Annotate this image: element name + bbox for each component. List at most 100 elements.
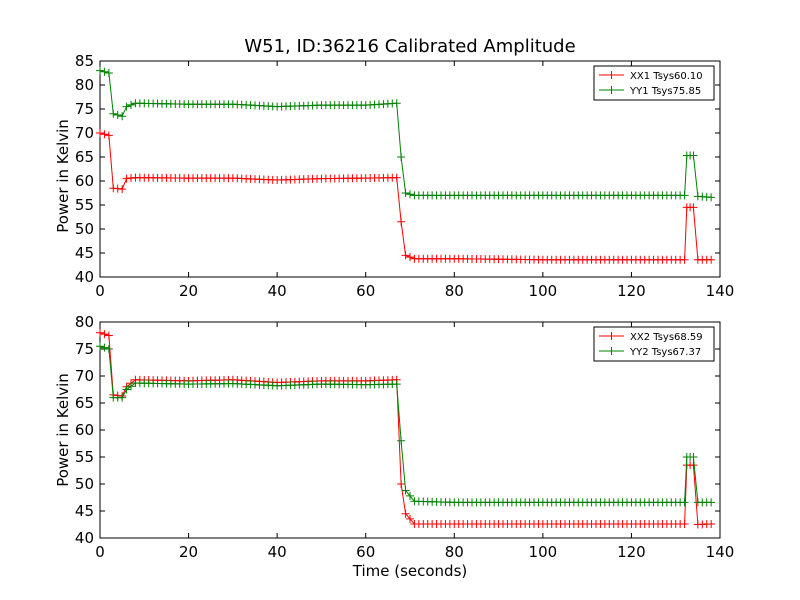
- y-tick-label: 40: [75, 529, 94, 547]
- data-point: [406, 491, 414, 500]
- data-point: [96, 342, 104, 351]
- chart-title: W51, ID:36216 Calibrated Amplitude: [244, 36, 575, 57]
- x-tick-label: 40: [268, 282, 287, 300]
- data-point: [689, 453, 698, 461]
- x-tick-label: 80: [445, 282, 464, 300]
- x-tick-label: 60: [356, 282, 375, 300]
- data-point: [109, 109, 118, 118]
- data-point: [406, 253, 414, 262]
- data-point: [680, 519, 689, 528]
- data-point: [127, 382, 135, 391]
- series-xx1: [96, 129, 716, 264]
- x-tick-label: 100: [529, 282, 558, 300]
- y-tick-label: 45: [75, 244, 94, 262]
- data-point: [96, 66, 104, 75]
- y-tick-label: 70: [75, 124, 94, 142]
- y-tick-label: 50: [75, 475, 94, 493]
- plot-area: [99, 60, 721, 278]
- series-xx2: [96, 328, 716, 529]
- data-point: [707, 255, 716, 264]
- y-tick-label: 75: [75, 100, 94, 118]
- data-point: [104, 69, 113, 77]
- legend-label: XX2 Tsys68.59: [630, 332, 703, 343]
- y-tick-label: 65: [75, 394, 94, 412]
- data-point: [707, 193, 716, 202]
- y-tick-label: 85: [75, 52, 94, 70]
- data-point: [122, 385, 131, 394]
- data-point: [392, 173, 401, 182]
- data-point: [104, 331, 113, 340]
- x-tick-label: 140: [706, 282, 735, 300]
- series-yy2: [96, 342, 716, 507]
- y-tick-label: 40: [75, 268, 94, 286]
- top-chart: W51, ID:36216 Calibrated Amplitude Power…: [54, 36, 734, 300]
- data-point: [113, 111, 122, 119]
- legend-box: [593, 326, 715, 362]
- data-point: [100, 130, 109, 139]
- x-tick-label: 100: [529, 543, 558, 561]
- data-point: [104, 131, 113, 140]
- data-point: [392, 99, 401, 108]
- x-tick-label: 0: [95, 282, 105, 300]
- data-point: [401, 251, 410, 260]
- x-tick-label: 20: [179, 543, 198, 561]
- y-axis-title: Power in Kelvin: [54, 373, 72, 487]
- data-point: [392, 380, 401, 389]
- legend-label: YY1 Tsys75.85: [629, 86, 701, 97]
- legend-marker: [607, 86, 616, 94]
- x-tick-label: 80: [445, 543, 464, 561]
- data-point: [406, 190, 414, 199]
- y-tick-label: 80: [75, 313, 94, 331]
- y-tick-label: 65: [75, 148, 94, 166]
- data-point: [100, 343, 109, 352]
- y-tick-label: 55: [75, 196, 94, 214]
- data-point: [122, 102, 131, 111]
- y-tick-label: 80: [75, 76, 94, 94]
- y-tick-label: 60: [75, 421, 94, 439]
- data-point: [104, 345, 113, 353]
- y-tick-label: 45: [75, 502, 94, 520]
- data-point: [100, 67, 109, 76]
- legend-label: YY2 Tsys67.37: [629, 347, 701, 358]
- data-point: [100, 330, 109, 339]
- y-tick-label: 70: [75, 367, 94, 385]
- data-point: [401, 486, 410, 495]
- series-yy1: [96, 66, 716, 202]
- data-point: [96, 129, 104, 137]
- x-tick-label: 0: [95, 543, 105, 561]
- data-point: [401, 509, 410, 518]
- legend-marker: [607, 332, 616, 340]
- y-tick-label: 50: [75, 220, 94, 238]
- data-point: [401, 189, 410, 197]
- x-tick-label: 60: [356, 543, 375, 561]
- legend-box: [593, 65, 715, 101]
- y-tick-label: 55: [75, 448, 94, 466]
- data-point: [707, 519, 716, 528]
- data-point: [397, 480, 406, 488]
- data-point: [689, 151, 698, 160]
- data-point: [689, 461, 698, 470]
- data-point: [680, 191, 689, 200]
- x-tick-label: 40: [268, 543, 287, 561]
- legend-marker: [607, 347, 616, 355]
- data-point: [118, 185, 127, 194]
- data-point: [707, 498, 716, 507]
- x-tick-label: 120: [617, 282, 646, 300]
- legend: XX2 Tsys68.59 YY2 Tsys67.37: [593, 326, 715, 362]
- data-point: [397, 217, 406, 226]
- data-point: [127, 100, 135, 109]
- x-tick-label: 140: [706, 543, 735, 561]
- legend: XX1 Tsys60.10 YY1 Tsys75.85: [593, 65, 715, 101]
- data-point: [96, 328, 104, 337]
- x-tick-label: 20: [179, 282, 198, 300]
- data-point: [397, 153, 406, 161]
- data-point: [118, 112, 127, 121]
- data-point: [406, 514, 414, 523]
- bottom-chart: Power in Kelvin Time (seconds) 0 20 40 60 80…: [54, 313, 734, 580]
- legend-marker: [607, 71, 616, 79]
- data-point: [118, 393, 127, 402]
- data-point: [680, 498, 689, 507]
- legend-label: XX1 Tsys60.10: [630, 71, 703, 82]
- y-tick-label: 75: [75, 340, 94, 358]
